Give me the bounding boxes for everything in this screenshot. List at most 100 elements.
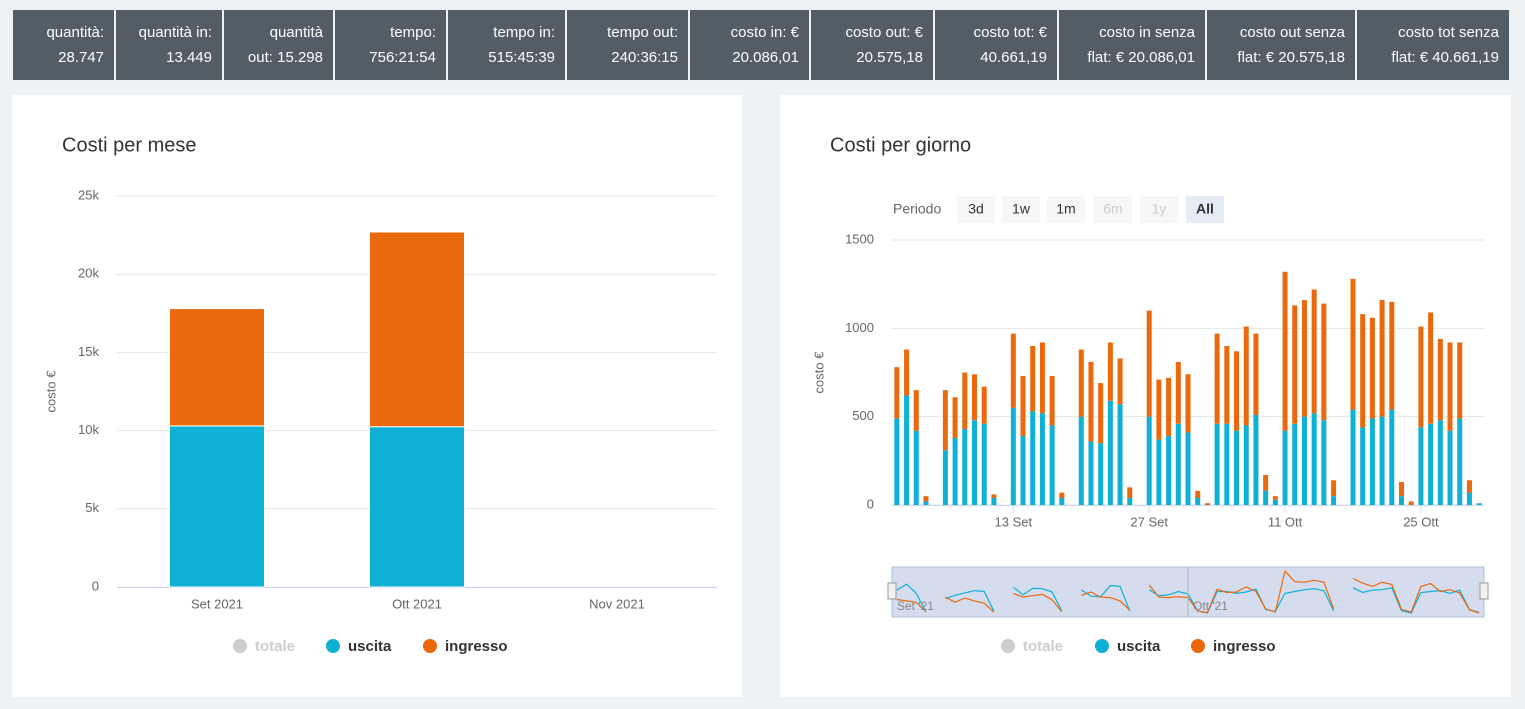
bar (1418, 326, 1424, 428)
x-tick-label: Nov 2021 (589, 596, 645, 611)
bar (1127, 497, 1133, 505)
range-button[interactable] (957, 196, 995, 223)
bar (1389, 409, 1395, 505)
stat-cell (690, 10, 809, 80)
bar (913, 430, 919, 505)
range-button[interactable] (1186, 196, 1224, 223)
bar (1049, 376, 1055, 426)
legend-marker[interactable] (326, 639, 340, 653)
stat-text: 20.086,01 (732, 49, 799, 66)
stat-text: tempo: (390, 24, 436, 41)
legend-marker[interactable] (1095, 639, 1109, 653)
bar (1418, 427, 1424, 505)
legend-marker[interactable] (233, 639, 247, 653)
range-button-label[interactable]: 1w (1012, 201, 1031, 217)
bar (169, 425, 265, 588)
bar (1175, 423, 1181, 505)
stat-text: 515:45:39 (488, 49, 555, 66)
navigator-handle[interactable] (887, 582, 897, 600)
legend-label[interactable]: uscita (348, 638, 392, 655)
x-tick-label: 13 Set (995, 514, 1033, 529)
bar (904, 349, 910, 396)
legend-label[interactable]: ingresso (445, 638, 508, 655)
bar (1389, 301, 1395, 410)
bar (1350, 409, 1356, 505)
bar (1457, 418, 1463, 505)
navigator-line (896, 569, 1480, 614)
bar (1224, 346, 1230, 424)
stat-text: 28.747 (58, 49, 104, 66)
stat-cell (13, 10, 114, 80)
bar (1039, 413, 1045, 505)
x-tick-label: 11 Ott (1268, 514, 1303, 529)
range-button-label[interactable]: 1m (1056, 201, 1075, 217)
stat-text: costo out: € (845, 24, 923, 41)
bar (1321, 303, 1327, 421)
stat-text: 40.661,19 (980, 49, 1047, 66)
range-button (1140, 196, 1178, 223)
range-button[interactable] (1047, 196, 1085, 223)
y-tick-label: 25k (78, 187, 99, 202)
bar (1117, 404, 1123, 505)
legend-label[interactable]: totale (1023, 638, 1063, 655)
bar (1156, 439, 1162, 505)
bar (369, 426, 465, 588)
stat-text: 240:36:15 (611, 49, 678, 66)
bar (1224, 423, 1230, 505)
stat-text: out: 15.298 (248, 49, 323, 66)
bar (952, 397, 958, 438)
bar (923, 501, 929, 505)
legend-label[interactable]: ingresso (1213, 638, 1276, 655)
y-axis-label: costo € (811, 351, 826, 394)
bar (1098, 383, 1104, 444)
y-tick-label: 1500 (845, 231, 874, 246)
bar (1243, 425, 1249, 505)
stat-text: 13.449 (166, 49, 212, 66)
stat-cell (448, 10, 565, 80)
stat-text: costo out senza (1240, 24, 1346, 41)
navigator-handle[interactable] (1479, 582, 1489, 600)
bar (913, 390, 919, 431)
bar (1311, 289, 1317, 414)
stat-text: costo in: € (731, 24, 800, 41)
bar (1020, 436, 1026, 505)
bar (1437, 338, 1443, 421)
bar (1020, 376, 1026, 437)
chart-title: Costi per mese (62, 134, 197, 156)
y-tick-label: 1000 (845, 320, 874, 335)
bar (904, 395, 910, 505)
bar (1447, 342, 1453, 431)
bar (1234, 351, 1240, 431)
bar (1369, 317, 1375, 419)
navigator-label: Set '21 (897, 599, 934, 613)
range-button[interactable] (1002, 196, 1040, 223)
bar (1078, 416, 1084, 505)
bar (1204, 503, 1210, 505)
bar (1059, 497, 1065, 505)
legend-label[interactable]: totale (255, 638, 295, 655)
bar (1214, 333, 1220, 424)
bar (1127, 487, 1133, 498)
bar (1263, 490, 1269, 505)
legend-marker[interactable] (423, 639, 437, 653)
y-tick-label: 0 (92, 578, 99, 593)
stat-text: 20.575,18 (856, 49, 923, 66)
bar (1447, 430, 1453, 505)
chart-title: Costi per giorno (830, 134, 971, 156)
stat-text: quantità in: (139, 24, 212, 41)
bar (1263, 474, 1269, 491)
stat-text: flat: € 20.575,18 (1237, 49, 1345, 66)
bar (1369, 418, 1375, 505)
x-tick-label: Ott 2021 (392, 596, 442, 611)
navigator-label: Ott '21 (1193, 599, 1228, 613)
range-button-label[interactable]: All (1196, 201, 1214, 217)
legend-marker[interactable] (1001, 639, 1015, 653)
bar (1272, 499, 1278, 505)
stat-text: tempo in: (493, 24, 555, 41)
range-label: Periodo (893, 201, 941, 217)
legend-label[interactable]: uscita (1117, 638, 1161, 655)
range-button-label[interactable]: 3d (968, 201, 984, 217)
range-button (1094, 196, 1132, 223)
legend-marker[interactable] (1191, 639, 1205, 653)
bar (1039, 342, 1045, 414)
